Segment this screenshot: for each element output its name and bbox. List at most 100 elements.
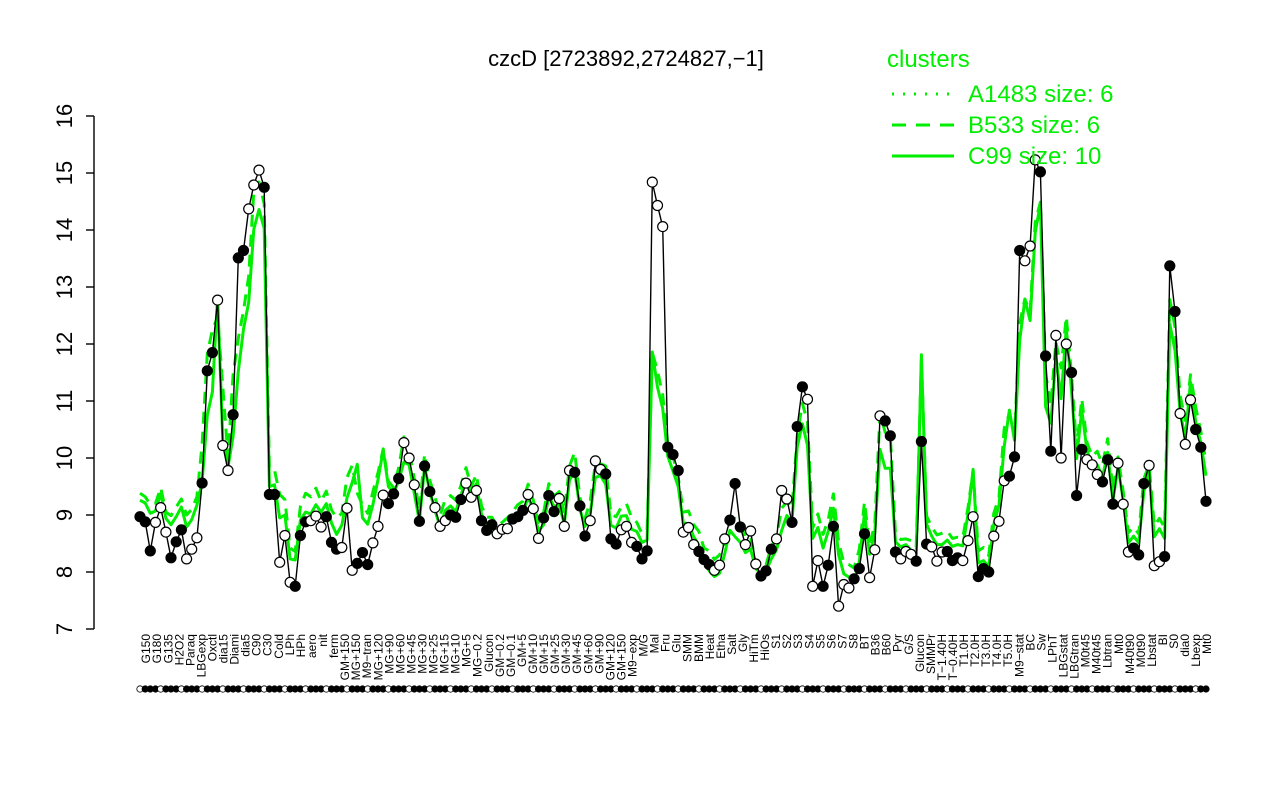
data-point bbox=[1190, 423, 1202, 436]
data-point bbox=[382, 498, 394, 510]
y-ticks: 7 8 9 10 11 12 13 14 15 16 bbox=[52, 104, 94, 635]
data-point bbox=[600, 468, 612, 480]
data-point bbox=[212, 294, 224, 306]
data-point bbox=[791, 421, 803, 433]
data-point bbox=[853, 562, 865, 575]
x-tick-label: T2.0H bbox=[968, 634, 982, 667]
x-tick-label: M40t90 bbox=[1123, 634, 1137, 674]
data-point bbox=[201, 365, 213, 377]
data-point bbox=[1055, 452, 1067, 464]
x-tick-label: M9−tran bbox=[360, 634, 374, 678]
x-tick-label: MG+25 bbox=[427, 634, 441, 674]
data-point bbox=[532, 532, 545, 545]
x-tick-label: S5 bbox=[813, 634, 827, 649]
data-point bbox=[1019, 255, 1031, 267]
x-tick-label: H2O2 bbox=[172, 634, 186, 666]
data-point bbox=[796, 381, 809, 393]
data-point bbox=[553, 492, 565, 505]
data-point bbox=[822, 559, 834, 571]
data-point bbox=[1060, 338, 1072, 350]
data-point bbox=[641, 545, 653, 557]
data-point bbox=[1195, 441, 1207, 453]
data-point bbox=[750, 558, 762, 570]
data-point bbox=[429, 502, 441, 514]
x-tick-label: Mal bbox=[648, 634, 662, 653]
data-point bbox=[781, 493, 793, 505]
x-tick-label: Pyr bbox=[891, 634, 905, 652]
data-point bbox=[1102, 454, 1114, 466]
x-tick-label: BC bbox=[1023, 634, 1037, 651]
y-tick-label: 16 bbox=[52, 104, 77, 128]
x-tick-label: Sw bbox=[1034, 634, 1048, 651]
y-tick-label: 11 bbox=[52, 390, 77, 413]
x-tick-label: S1 bbox=[769, 634, 783, 649]
x-tick-label: C30 bbox=[261, 634, 275, 656]
data-point bbox=[315, 521, 327, 533]
x-tick-label: Salt bbox=[725, 633, 739, 654]
data-point bbox=[139, 516, 151, 528]
data-point bbox=[424, 486, 436, 498]
data-point bbox=[289, 580, 301, 592]
data-point bbox=[915, 435, 928, 448]
data-point bbox=[548, 506, 560, 518]
x-tick-label: Paraq bbox=[183, 634, 197, 666]
data-point bbox=[320, 511, 332, 523]
data-point bbox=[931, 555, 943, 567]
x-tick-label: HPh bbox=[294, 634, 308, 657]
x-tick-label: Cold bbox=[272, 634, 286, 659]
x-tick-label: T−0.40H bbox=[946, 634, 960, 680]
x-tick-label: MG+15 bbox=[438, 634, 452, 674]
y-tick-label: 15 bbox=[52, 161, 77, 185]
data-point bbox=[274, 556, 286, 568]
data-point bbox=[657, 221, 669, 233]
x-tick-label: BI bbox=[1156, 634, 1170, 645]
data-point bbox=[988, 530, 1000, 542]
data-point bbox=[367, 537, 379, 549]
y-tick-label: 10 bbox=[52, 446, 77, 470]
data-point bbox=[770, 533, 783, 545]
data-point bbox=[372, 520, 384, 533]
data-point bbox=[667, 449, 679, 461]
y-tick-label: 12 bbox=[52, 332, 77, 356]
data-point bbox=[227, 409, 239, 421]
data-point bbox=[786, 516, 798, 529]
x-tick-label: Diami bbox=[228, 634, 242, 665]
x-tick-label: B60 bbox=[880, 634, 894, 656]
data-point bbox=[155, 502, 167, 514]
data-point bbox=[812, 554, 824, 567]
data-point bbox=[181, 553, 193, 565]
data-point bbox=[636, 553, 648, 565]
data-point bbox=[253, 164, 265, 176]
data-point bbox=[584, 515, 596, 527]
data-point bbox=[268, 488, 281, 501]
x-tick-label: dia15 bbox=[217, 634, 231, 664]
data-point bbox=[1117, 498, 1129, 510]
data-point bbox=[336, 541, 348, 554]
data-point bbox=[455, 494, 467, 506]
x-tick-label: Glucon bbox=[482, 634, 496, 672]
data-point bbox=[1029, 154, 1041, 166]
data-point bbox=[1179, 438, 1191, 450]
data-point bbox=[967, 511, 979, 523]
data-point bbox=[574, 500, 586, 512]
data-point bbox=[1070, 490, 1083, 502]
data-point bbox=[724, 514, 736, 526]
data-point bbox=[1138, 478, 1150, 490]
x-tick-label: C90 bbox=[250, 634, 264, 656]
data-point bbox=[1039, 350, 1052, 362]
data-point bbox=[362, 558, 374, 571]
x-tick-label: nit bbox=[316, 633, 330, 646]
data-point bbox=[196, 477, 208, 489]
x-tick-label: MG+90 bbox=[382, 634, 396, 674]
x-tick-label: S2 bbox=[780, 634, 794, 649]
data-point bbox=[450, 511, 462, 523]
x-tick-label: SMMPr bbox=[924, 634, 938, 674]
x-tick-label: GM+60 bbox=[581, 634, 595, 674]
x-tick-label: HiTm bbox=[747, 634, 761, 663]
data-point bbox=[1096, 476, 1109, 488]
data-point bbox=[1045, 445, 1057, 457]
data-point bbox=[1034, 166, 1047, 178]
data-point bbox=[403, 452, 415, 464]
data-point bbox=[501, 523, 513, 535]
x-tick-label: M9−exp bbox=[625, 634, 639, 677]
